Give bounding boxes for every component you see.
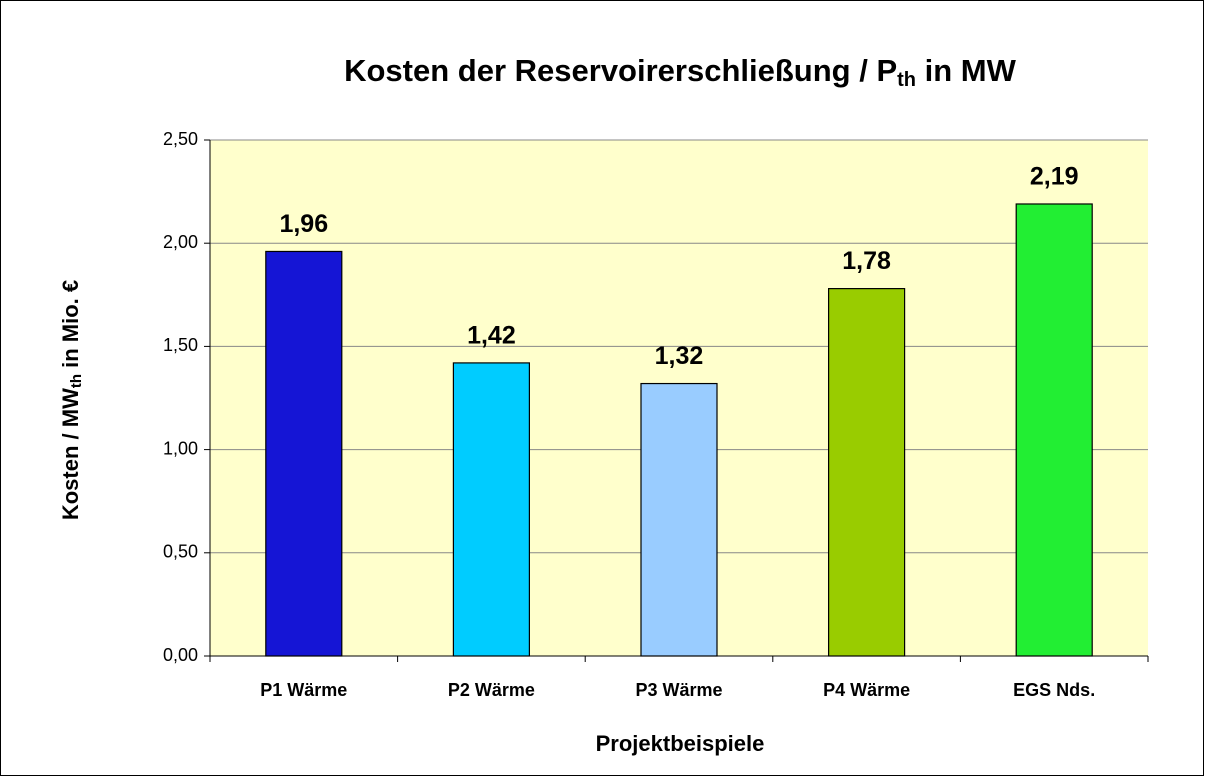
value-label: 1,78 <box>842 247 891 275</box>
y-tick-label: 1,50 <box>163 335 198 355</box>
x-tick-label: P3 Wärme <box>635 680 722 700</box>
y-tick-label: 2,00 <box>163 232 198 252</box>
x-tick-label: P1 Wärme <box>260 680 347 700</box>
value-label: 1,96 <box>279 210 328 238</box>
y-tick-label: 2,50 <box>163 129 198 149</box>
bar <box>265 250 343 657</box>
value-label: 1,42 <box>467 322 516 350</box>
title-part: Kosten der Reservoirerschließung / P <box>344 53 897 88</box>
ylabel-sub: th <box>68 374 85 388</box>
chart-title: Kosten der Reservoirerschließung / Pth i… <box>344 53 1017 91</box>
y-tick-label: 0,00 <box>163 645 198 665</box>
value-label: 2,19 <box>1030 163 1079 191</box>
x-tick-label: P4 Wärme <box>823 680 910 700</box>
title-part: in MW <box>916 53 1017 88</box>
y-tick-label: 0,50 <box>163 542 198 562</box>
x-tick-label: EGS Nds. <box>1013 680 1095 700</box>
bar <box>640 382 718 657</box>
x-axis-label: Projektbeispiele <box>596 731 765 756</box>
ylabel-part: Kosten / MW <box>58 388 83 520</box>
bar <box>452 362 530 657</box>
y-axis-label: Kosten / MWth in Mio. € <box>58 280 85 520</box>
ylabel-part: in Mio. € <box>58 280 83 374</box>
bar <box>827 288 906 657</box>
y-tick-label: 1,00 <box>163 438 198 458</box>
bar <box>1015 203 1093 657</box>
title-sub: th <box>897 69 916 91</box>
x-tick-label: P2 Wärme <box>448 680 535 700</box>
value-label: 1,32 <box>655 342 704 370</box>
